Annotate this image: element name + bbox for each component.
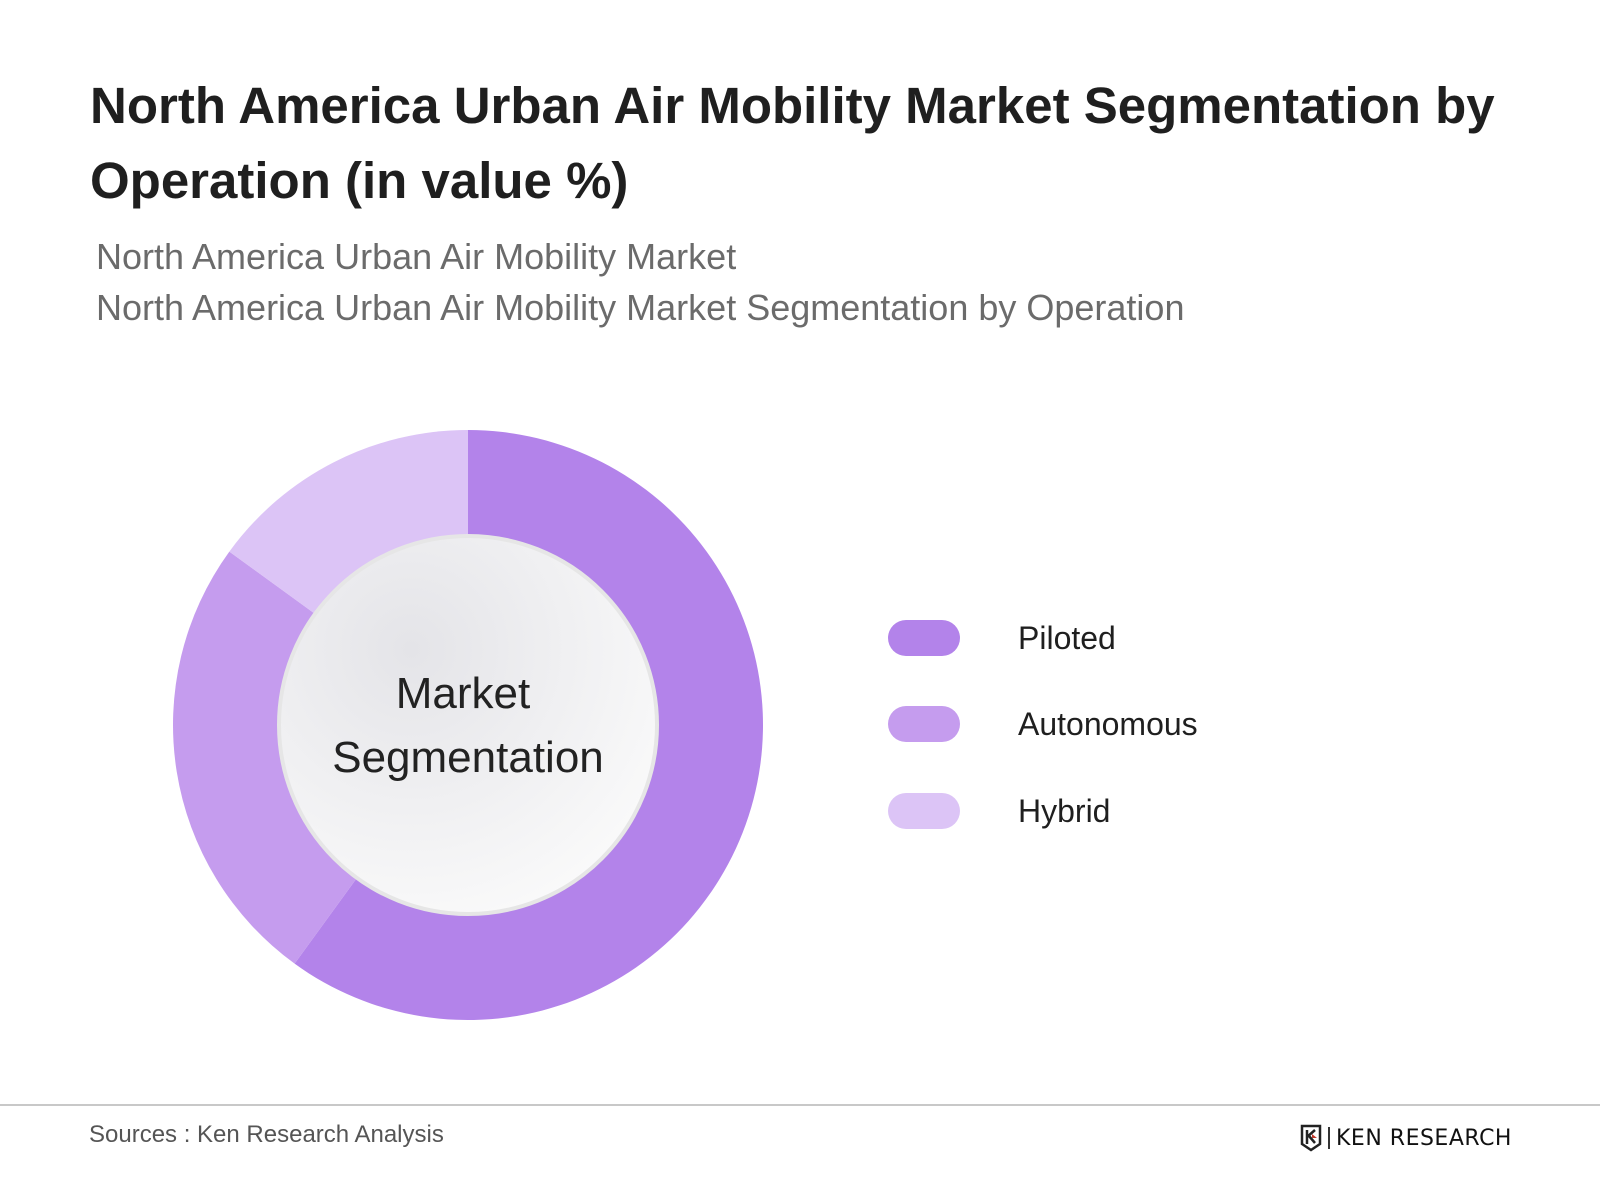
chart-subtitle: North America Urban Air Mobility Market: [96, 236, 737, 277]
legend-item-piloted: Piloted: [888, 620, 1116, 656]
legend-label: Piloted: [1018, 619, 1116, 656]
legend-swatch: [888, 620, 960, 656]
legend-label: Hybrid: [1018, 792, 1111, 829]
donut-chart: Market Segmentation: [172, 430, 763, 1020]
donut-center: [277, 534, 659, 916]
source-note: Sources : Ken Research Analysis: [89, 1121, 444, 1148]
legend-item-autonomous: Autonomous: [888, 706, 1198, 742]
ken-research-logo: KEN RESEARCH: [1300, 1124, 1512, 1152]
logo-icon: [1300, 1124, 1322, 1152]
legend-label: Autonomous: [1018, 705, 1198, 742]
chart-subtitle-2: North America Urban Air Mobility Market …: [96, 287, 1185, 328]
legend-swatch: [888, 706, 960, 742]
chart-title: North America Urban Air Mobility Market …: [90, 77, 1495, 209]
center-label-line-1: Market: [396, 669, 530, 718]
legend-swatch: [888, 793, 960, 829]
center-label-line-2: Segmentation: [332, 733, 604, 782]
footer-divider: [0, 1104, 1600, 1106]
legend-item-hybrid: Hybrid: [888, 793, 1110, 829]
